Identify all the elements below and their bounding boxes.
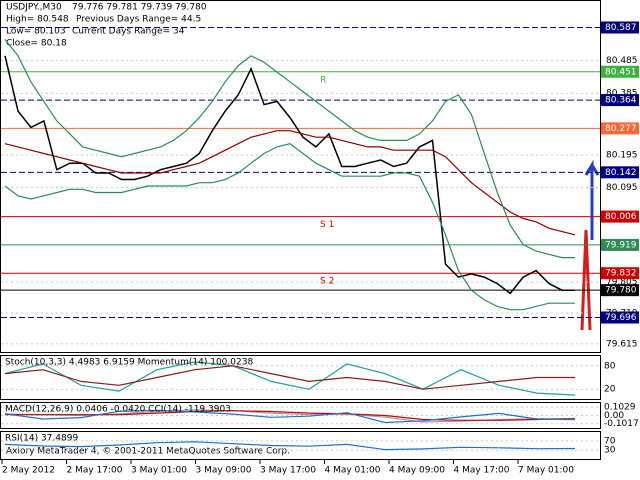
- y-tick-label: 30: [604, 446, 616, 456]
- level-label-bg: [601, 267, 639, 280]
- x-tick-label: 4 May 17:00: [454, 466, 510, 476]
- y-tick-label: 80.195: [606, 151, 638, 161]
- level-label: 80.006: [605, 212, 637, 222]
- indicator-title: Stoch(10,3,3) 4.4983 6.9159 Momentum(14)…: [5, 358, 253, 368]
- x-tick-label: 7 May 01:00: [518, 466, 574, 476]
- line: [4, 365, 575, 390]
- x-tick-label: 2 May 17:00: [67, 466, 123, 476]
- level-label: 80.587: [605, 23, 637, 33]
- line: [4, 55, 575, 295]
- line: [4, 130, 576, 236]
- level-label-bg: [601, 65, 639, 78]
- level-label-bg: [601, 311, 639, 324]
- x-tick-label: 2 May 2012: [2, 466, 55, 476]
- main-frame: [0, 0, 601, 353]
- level-label: 79.832: [605, 269, 637, 279]
- level-label-bg: [601, 166, 639, 179]
- y-tick-label: 80.095: [606, 183, 638, 193]
- line: [4, 441, 576, 451]
- symbol: USDJPY.,M30: [6, 3, 62, 13]
- x-tick-label: 4 May 01:00: [325, 466, 381, 476]
- low: Low= 80.103: [6, 27, 66, 37]
- close: Close= 80.18: [6, 39, 67, 49]
- stoch-frame: [0, 355, 601, 400]
- indicator-title: MACD(12,26,9) 0.0406 -0.0420 CCI(14) -11…: [5, 405, 231, 415]
- level-label-bg: [601, 122, 639, 135]
- y-tick-label: 0.00: [604, 411, 624, 421]
- x-tick-label: 3 May 01:00: [131, 466, 187, 476]
- y-tick-label: 80.485: [606, 56, 638, 66]
- ohlc: 79.776 79.781 79.739 79.780: [72, 3, 207, 13]
- y-tick-label: -0.1017: [604, 419, 639, 429]
- level-label-bg: [601, 21, 639, 34]
- level-label-bg: [601, 284, 639, 297]
- level-label-bg: [601, 238, 639, 251]
- y-tick-label: 0.1029: [604, 403, 636, 413]
- level-label: 79.780: [605, 286, 637, 296]
- rsi-frame: [0, 431, 601, 460]
- y-tick-label: 70: [604, 436, 616, 446]
- line: [4, 39, 575, 259]
- level-label-bg: [601, 94, 639, 107]
- arrow-red: [580, 229, 592, 331]
- footer: Axiory MetaTrader 4, © 2001-2011 MetaQuo…: [6, 447, 290, 457]
- macd-frame: [0, 402, 601, 429]
- level-label: 80.451: [605, 67, 637, 77]
- level-label: 80.277: [605, 124, 637, 134]
- level-label-bg: [601, 210, 639, 223]
- y-tick-label: 79.615: [606, 339, 638, 349]
- line: [4, 361, 576, 396]
- level-label: 80.142: [605, 168, 637, 178]
- line: [4, 143, 575, 311]
- y-tick-label: 80: [604, 361, 616, 371]
- high: High= 80.548: [6, 15, 69, 25]
- y-tick-label: 20: [604, 385, 616, 395]
- x-tick-label: 3 May 17:00: [260, 466, 316, 476]
- y-tick-label: 80.385: [606, 89, 638, 99]
- level-name: S 2: [320, 277, 334, 287]
- level-label: 79.696: [605, 313, 637, 323]
- x-tick-label: 4 May 09:00: [389, 466, 445, 476]
- y-tick-label: 79.805: [606, 278, 638, 288]
- x-tick-label: 3 May 09:00: [196, 466, 252, 476]
- level-name: R: [320, 75, 326, 85]
- level-label: 79.919: [605, 240, 637, 250]
- line: [4, 409, 576, 424]
- arrow-up: [584, 159, 600, 240]
- level-name: S 1: [320, 220, 334, 230]
- level-label: 80.364: [605, 96, 637, 106]
- indicator-title: RSI(14) 37.4899: [5, 434, 78, 444]
- cur-range: Current Days Range= 34: [72, 27, 185, 37]
- prev-range: Previous Days Range= 44.5: [76, 15, 201, 25]
